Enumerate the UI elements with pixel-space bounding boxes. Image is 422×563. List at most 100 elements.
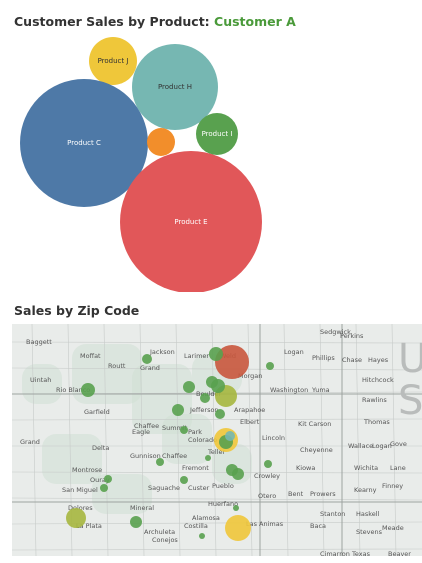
zip-sales-circle[interactable] xyxy=(209,347,223,361)
place-label: Wallace xyxy=(348,442,373,450)
zip-sales-circle[interactable] xyxy=(81,383,95,397)
bubble-unlabeled[interactable] xyxy=(147,128,175,156)
zip-sales-circle[interactable] xyxy=(142,354,152,364)
zip-sales-circle[interactable] xyxy=(100,484,108,492)
place-label: Logan xyxy=(284,348,304,356)
place-label: Gove xyxy=(390,440,407,448)
place-label: Rio Blanco xyxy=(56,386,90,394)
place-label: Dolores xyxy=(68,504,93,512)
bubble-product-j[interactable] xyxy=(89,37,137,85)
bubble-label: Product E xyxy=(174,218,207,226)
place-label: Archuleta xyxy=(144,528,175,536)
zip-sales-circle[interactable] xyxy=(200,393,210,403)
chart-title: Customer Sales by Product: Customer A xyxy=(14,14,296,29)
place-label: Arapahoe xyxy=(234,406,265,414)
county-border xyxy=(12,341,422,344)
place-label: Lane xyxy=(390,464,406,472)
place-label: Ouray xyxy=(90,476,110,484)
zip-sales-circle[interactable] xyxy=(205,455,211,461)
place-label: Kit Carson xyxy=(298,420,331,428)
terrain-shade xyxy=(42,434,102,484)
zip-sales-circle[interactable] xyxy=(183,381,195,393)
place-label: Jefferson xyxy=(189,406,219,414)
zip-sales-circle[interactable] xyxy=(156,458,164,466)
place-label: Haskell xyxy=(356,510,380,518)
bubble-label: Product J xyxy=(98,57,129,65)
place-label: Cheyenne xyxy=(300,446,333,454)
zip-sales-circle[interactable] xyxy=(66,508,86,528)
place-label: Hitchcock xyxy=(362,376,394,384)
place-label: Eagle xyxy=(132,428,150,436)
county-border xyxy=(12,497,422,501)
zip-sales-circle[interactable] xyxy=(225,431,235,441)
place-label: Rawlins xyxy=(362,396,387,404)
zip-sales-circle[interactable] xyxy=(215,345,249,379)
zip-sales-circle[interactable] xyxy=(130,516,142,528)
zip-sales-circle[interactable] xyxy=(180,476,188,484)
county-border xyxy=(12,418,422,421)
place-label: Pueblo xyxy=(212,482,234,490)
place-label: Teller xyxy=(207,448,225,456)
bubble-product-h[interactable] xyxy=(132,44,218,130)
zip-sales-circle[interactable] xyxy=(264,460,272,468)
bubble-product-i[interactable] xyxy=(196,113,238,155)
place-label: Colorado xyxy=(188,436,217,444)
place-label: Jackson xyxy=(149,348,175,356)
place-label: Chaffee xyxy=(162,452,187,460)
place-label: Morgan xyxy=(238,372,262,380)
county-border xyxy=(12,548,422,551)
place-label: Montrose xyxy=(72,466,102,474)
place-label: Stevens xyxy=(356,528,383,536)
place-label: Elbert xyxy=(240,418,260,426)
zip-sales-circle[interactable] xyxy=(206,376,218,388)
place-label: La Plata xyxy=(76,522,102,530)
place-label: Crowley xyxy=(254,472,280,480)
place-label: Logan xyxy=(372,442,392,450)
place-label: Finney xyxy=(382,482,403,490)
place-label: Conejos xyxy=(152,536,178,544)
terrain-shade xyxy=(22,364,62,404)
place-label: Huerfano xyxy=(208,500,238,508)
place-label: Beaver xyxy=(388,550,411,556)
zip-sales-circle[interactable] xyxy=(104,475,112,483)
county-border xyxy=(355,324,361,556)
county-border xyxy=(283,324,289,556)
county-border xyxy=(391,324,397,556)
zip-sales-circle[interactable] xyxy=(199,533,205,539)
place-label: Kiowa xyxy=(296,464,315,472)
place-label: Boulder xyxy=(196,390,221,398)
place-label: Costilla xyxy=(184,522,208,530)
zip-code-map[interactable]: USBaggettMoffatJacksonLarimerWeldLoganSe… xyxy=(12,324,422,556)
place-label: Park xyxy=(188,428,202,436)
place-label: Grand xyxy=(20,438,40,446)
chart-title-prefix: Customer Sales by Product: xyxy=(14,14,215,29)
zip-sales-circle[interactable] xyxy=(232,468,244,480)
map-canvas: USBaggettMoffatJacksonLarimerWeldLoganSe… xyxy=(12,324,422,556)
county-border xyxy=(139,324,145,556)
zip-sales-circle[interactable] xyxy=(215,409,225,419)
place-label: Baca xyxy=(310,522,326,530)
place-label: Texas xyxy=(351,550,371,556)
place-label: Garfield xyxy=(84,408,110,416)
bubble-label: Product C xyxy=(67,139,101,147)
bubble-product-e[interactable] xyxy=(120,151,262,292)
place-label: Sedgwick xyxy=(320,328,351,336)
zip-sales-circle[interactable] xyxy=(172,404,184,416)
bubble-label: Product I xyxy=(202,130,233,138)
zip-sales-circle[interactable] xyxy=(266,362,274,370)
place-label: Mineral xyxy=(130,504,154,512)
place-label: Fremont xyxy=(182,464,209,472)
place-label: Summit xyxy=(162,424,188,432)
place-label: Baggett xyxy=(26,338,52,346)
zip-sales-circle[interactable] xyxy=(233,505,239,511)
place-label: Routt xyxy=(108,362,126,370)
zip-sales-circle[interactable] xyxy=(180,426,188,434)
place-label: Chase xyxy=(342,356,362,364)
zip-sales-circle[interactable] xyxy=(225,515,251,541)
bubble-chart: Product J Product H Product C Product I Prod… xyxy=(20,37,262,292)
bubble-product-c[interactable] xyxy=(20,79,148,207)
place-label: Uintah xyxy=(30,376,51,384)
bubble-label: Product H xyxy=(158,83,192,91)
county-border xyxy=(175,324,181,556)
map-watermark-letter: U xyxy=(398,336,422,382)
